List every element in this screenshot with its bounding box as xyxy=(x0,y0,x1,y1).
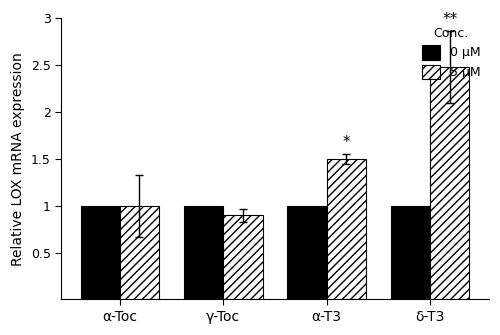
Bar xyxy=(288,206,327,299)
Text: *: * xyxy=(342,135,350,149)
Text: **: ** xyxy=(442,12,458,27)
Bar xyxy=(326,159,366,299)
Legend: 0 μM, 5 μM: 0 μM, 5 μM xyxy=(420,25,482,81)
Bar xyxy=(430,67,470,299)
Bar xyxy=(120,206,159,299)
Y-axis label: Relative LOX mRNA expression: Relative LOX mRNA expression xyxy=(11,52,25,266)
Bar xyxy=(184,206,224,299)
Bar xyxy=(224,215,262,299)
Bar xyxy=(391,206,430,299)
Bar xyxy=(80,206,120,299)
